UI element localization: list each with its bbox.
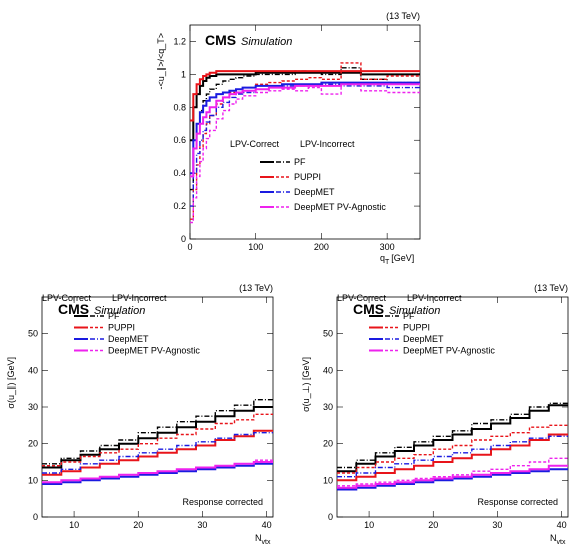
simulation-label: Simulation <box>94 305 145 317</box>
y-tick-label: 0.8 <box>173 102 186 112</box>
energy-label: (13 TeV) <box>239 283 273 293</box>
chart-bottom-left: 0 10 20 30 40 50 10 20 30 40 CMS Simulation (13 TeV)… <box>6 283 274 546</box>
y-axis-title: σ(u_⊥) [GeV] <box>301 357 311 412</box>
x-axis-title: Nvtx <box>255 533 271 546</box>
series-puppi-correct <box>190 70 420 122</box>
series-deepmet-pv-agnostic-correct <box>190 83 420 178</box>
series-deepmet-pv-agnostic-incorrect <box>337 457 568 487</box>
y-tick-label: 0.2 <box>173 201 186 211</box>
series-puppi-incorrect <box>42 413 273 467</box>
x-tick-label: 30 <box>197 520 207 530</box>
energy-label: (13 TeV) <box>386 11 420 21</box>
plot-frame <box>189 24 421 240</box>
plot-frame <box>41 296 274 518</box>
chart-bottom-right: 0 10 20 30 40 50 10 20 30 40 CMS Simulation (13 TeV)… <box>301 283 569 546</box>
y-tick-label: 20 <box>28 439 38 449</box>
y-axis-title: -<u_∥>/<q_T> <box>156 33 166 90</box>
legend-header-correct: LPV-Correct <box>42 293 92 303</box>
x-tick-label: 20 <box>133 520 143 530</box>
series-deepmet-incorrect <box>190 83 420 207</box>
y-tick-label: 0.6 <box>173 135 186 145</box>
annotation-response-corrected: Response corrected <box>182 497 263 507</box>
x-tick-label: 300 <box>380 242 395 252</box>
series-pf-incorrect <box>337 402 568 469</box>
x-axis-title: qT [GeV] <box>380 253 414 266</box>
x-tick-label: 100 <box>248 242 263 252</box>
series-pf-correct <box>337 404 568 473</box>
x-tick-label: 10 <box>69 520 79 530</box>
chart-top: 0 0.2 0.4 0.6 0.8 1 1.2 0 100 200 300 CMS Simulation… <box>156 11 421 266</box>
y-tick-label: 1 <box>181 69 186 79</box>
y-tick-label: 0 <box>181 234 186 244</box>
series-puppi-correct <box>337 433 568 482</box>
y-tick-label: 30 <box>323 402 333 412</box>
series-pf-incorrect <box>190 67 420 191</box>
legend-entry-pf: PF <box>403 311 415 321</box>
legend: LPV-Correct LPV-Incorrect PF PUPPI DeepMET De… <box>230 139 386 212</box>
y-tick-label: 1.2 <box>173 36 186 46</box>
legend-entry-deepmet-pv-agnostic: DeepMET PV-Agnostic <box>403 346 495 356</box>
series-deepmet-pv-agnostic-incorrect <box>42 459 273 483</box>
series-deepmet-pv-agnostic-incorrect <box>190 83 420 224</box>
x-tick-label: 40 <box>557 520 567 530</box>
legend-header-incorrect: LPV-Incorrect <box>112 293 167 303</box>
cms-label: CMS <box>58 301 89 317</box>
legend-header-incorrect: LPV-Incorrect <box>300 139 355 149</box>
energy-label: (13 TeV) <box>534 283 568 293</box>
legend-entry-puppi: PUPPI <box>108 323 135 333</box>
x-tick-label: 30 <box>492 520 502 530</box>
y-axis-title: σ(u_∥) [GeV] <box>6 357 16 409</box>
simulation-label: Simulation <box>389 305 440 317</box>
x-tick-label: 40 <box>262 520 272 530</box>
series-deepmet-incorrect <box>337 435 568 478</box>
y-tick-label: 40 <box>323 365 333 375</box>
legend-header-incorrect: LPV-Incorrect <box>407 293 462 303</box>
legend-header-correct: LPV-Correct <box>230 139 280 149</box>
y-tick-label: 40 <box>28 365 38 375</box>
legend-entry-deepmet-pv-agnostic: DeepMET PV-Agnostic <box>108 346 200 356</box>
x-tick-label: 200 <box>314 242 329 252</box>
legend-entry-puppi: PUPPI <box>294 172 321 182</box>
series-puppi-incorrect <box>337 424 568 474</box>
y-tick-label: 30 <box>28 402 38 412</box>
legend-entry-pf: PF <box>294 157 306 167</box>
x-tick-label: 0 <box>187 242 192 252</box>
y-tick-label: 20 <box>323 439 333 449</box>
x-tick-label: 10 <box>364 520 374 530</box>
series-pf-correct <box>42 406 273 469</box>
x-tick-label: 20 <box>428 520 438 530</box>
y-tick-label: 50 <box>323 329 333 339</box>
legend-entry-deepmet: DeepMET <box>108 334 149 344</box>
y-tick-label: 10 <box>28 475 38 485</box>
legend-entry-pf: PF <box>108 311 120 321</box>
legend-entry-deepmet: DeepMET <box>403 334 444 344</box>
simulation-label: Simulation <box>241 36 292 48</box>
legend-header-correct: LPV-Correct <box>337 293 387 303</box>
cms-label: CMS <box>205 32 236 48</box>
x-axis-title: Nvtx <box>550 533 566 546</box>
annotation-response-corrected: Response corrected <box>477 497 558 507</box>
legend-entry-puppi: PUPPI <box>403 323 430 333</box>
y-tick-label: 0 <box>328 512 333 522</box>
y-tick-label: 0.4 <box>173 168 186 178</box>
y-tick-label: 0 <box>33 512 38 522</box>
y-tick-label: 50 <box>28 329 38 339</box>
y-tick-label: 10 <box>323 475 333 485</box>
series-deepmet-incorrect <box>42 432 273 474</box>
series-pf-incorrect <box>42 399 273 465</box>
legend-entry-deepmet-pv-agnostic: DeepMET PV-Agnostic <box>294 202 386 212</box>
series-puppi-incorrect <box>190 62 420 220</box>
legend-entry-deepmet: DeepMET <box>294 187 335 197</box>
cms-label: CMS <box>353 301 384 317</box>
